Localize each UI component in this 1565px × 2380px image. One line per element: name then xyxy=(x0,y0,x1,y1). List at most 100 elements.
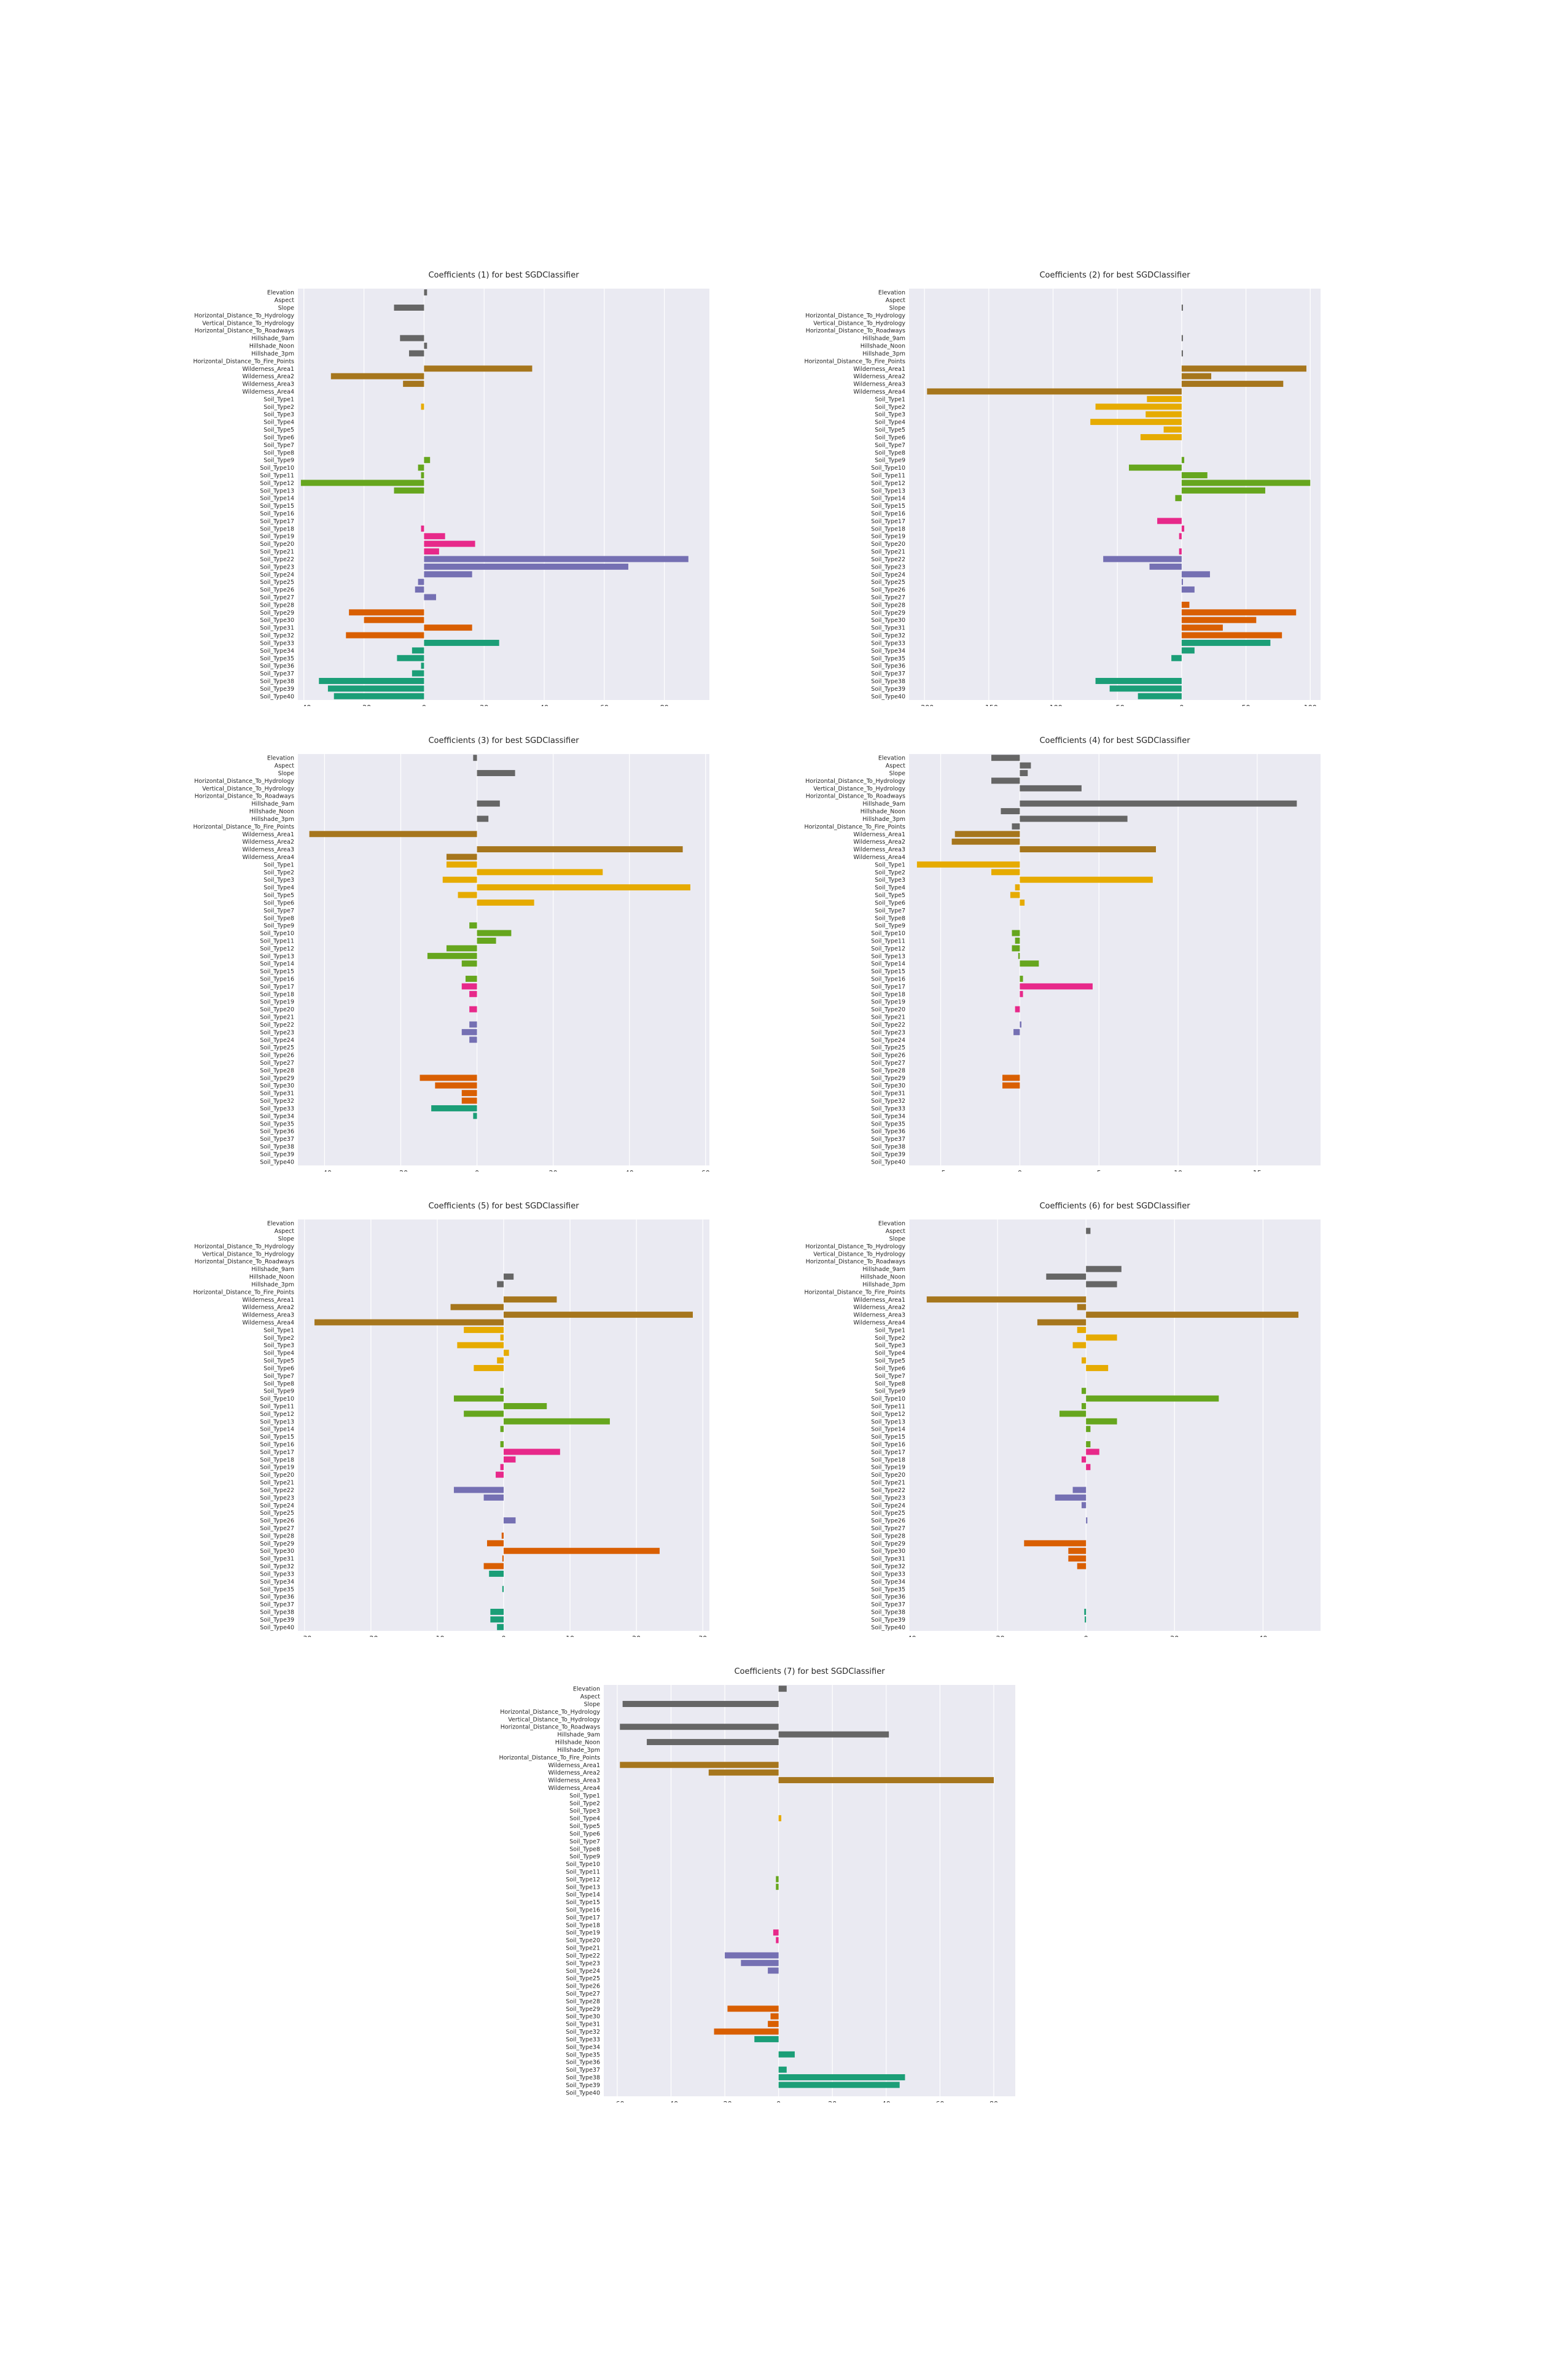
x-tick-label: 0 xyxy=(1018,1169,1022,1172)
y-tick-label: Soil_Type5 xyxy=(263,427,294,434)
x-tick-label: 40 xyxy=(625,1169,634,1172)
bar xyxy=(1157,518,1182,524)
y-tick-label: Soil_Type32 xyxy=(260,632,294,639)
bar xyxy=(309,831,477,838)
bar xyxy=(926,1296,1087,1303)
bar xyxy=(1179,533,1182,540)
y-tick-label: Soil_Type16 xyxy=(260,511,294,518)
y-tick-label: Soil_Type32 xyxy=(871,1563,905,1570)
bar xyxy=(504,1418,610,1425)
bar xyxy=(497,1357,504,1364)
y-tick-label: Soil_Type22 xyxy=(260,556,294,563)
y-tick-label: Aspect xyxy=(886,1228,906,1235)
bar xyxy=(446,945,477,952)
bar xyxy=(1181,373,1212,379)
y-tick-label: Soil_Type3 xyxy=(263,877,294,884)
bar xyxy=(1001,808,1020,815)
bar xyxy=(1020,770,1028,776)
bar xyxy=(477,846,683,853)
y-tick-label: Wilderness_Area4 xyxy=(854,389,906,395)
y-tick-label: Soil_Type37 xyxy=(260,1601,294,1608)
bar xyxy=(473,755,477,761)
y-tick-label: Soil_Type7 xyxy=(263,908,294,914)
y-tick-label: Soil_Type36 xyxy=(871,1594,905,1601)
bar xyxy=(420,1075,477,1081)
y-tick-label: Hillshade_3pm xyxy=(251,816,294,823)
chart-panel-3: Coefficients (3) for best SGDClassifier −… xyxy=(169,729,722,1177)
y-tick-label: Soil_Type18 xyxy=(260,526,294,532)
bar xyxy=(1081,1502,1087,1509)
y-tick-label: Vertical_Distance_To_Hydrology xyxy=(813,1251,905,1258)
y-tick-label: Soil_Type24 xyxy=(871,572,905,578)
y-tick-label: Soil_Type29 xyxy=(871,1075,905,1082)
y-tick-label: Soil_Type34 xyxy=(871,648,905,655)
y-tick-label: Soil_Type34 xyxy=(871,1579,905,1585)
y-tick-label: Horizontal_Distance_To_Hydrology xyxy=(194,778,294,785)
y-tick-label: Soil_Type13 xyxy=(871,953,905,960)
y-tick-label: Soil_Type21 xyxy=(871,1014,905,1021)
y-tick-label: Soil_Type40 xyxy=(871,1624,905,1631)
y-tick-label: Wilderness_Area3 xyxy=(243,1312,295,1319)
y-tick-label: Soil_Type29 xyxy=(871,1541,905,1547)
bar xyxy=(1010,892,1020,898)
bar xyxy=(504,1312,693,1318)
y-tick-label: Hillshade_9am xyxy=(251,801,294,807)
y-tick-label: Soil_Type1 xyxy=(875,861,905,868)
bar xyxy=(1181,350,1183,357)
bar xyxy=(496,1471,504,1478)
bar xyxy=(319,678,424,684)
y-tick-label: Wilderness_Area4 xyxy=(243,389,295,395)
y-tick-label: Soil_Type1 xyxy=(875,396,905,403)
y-tick-label: Hillshade_9am xyxy=(557,1732,600,1738)
bar xyxy=(991,869,1020,876)
y-tick-label: Aspect xyxy=(886,297,906,304)
bar xyxy=(504,1547,660,1554)
y-tick-label: Soil_Type10 xyxy=(260,1396,294,1402)
y-tick-label: Wilderness_Area1 xyxy=(548,1762,601,1769)
bar xyxy=(1015,1006,1020,1013)
y-tick-label: Soil_Type40 xyxy=(260,1159,294,1165)
y-tick-label: Soil_Type22 xyxy=(260,1487,294,1494)
y-tick-label: Soil_Type35 xyxy=(260,1586,294,1593)
plot-background xyxy=(909,289,1321,700)
y-tick-label: Soil_Type10 xyxy=(260,930,294,937)
bar xyxy=(424,639,499,646)
y-tick-label: Soil_Type11 xyxy=(566,1869,600,1875)
y-tick-label: Soil_Type34 xyxy=(871,1113,905,1120)
bar xyxy=(403,381,424,387)
y-tick-label: Soil_Type35 xyxy=(871,1586,905,1593)
y-tick-label: Soil_Type7 xyxy=(569,1838,600,1845)
y-tick-label: Horizontal_Distance_To_Fire_Points xyxy=(804,1289,905,1296)
bar xyxy=(424,624,472,631)
y-tick-label: Soil_Type20 xyxy=(260,541,294,548)
y-tick-label: Soil_Type24 xyxy=(260,1037,294,1044)
x-tick-label: −40 xyxy=(664,2100,678,2102)
coef-chart-2: Coefficients (2) for best SGDClassifier −… xyxy=(804,271,1321,712)
bar xyxy=(421,472,424,478)
bar xyxy=(1086,1281,1117,1288)
chart-panel-6: Coefficients (6) for best SGDClassifier −… xyxy=(780,1195,1333,1643)
bar xyxy=(714,2028,779,2035)
y-tick-label: Horizontal_Distance_To_Hydrology xyxy=(805,1243,905,1250)
y-tick-label: Soil_Type29 xyxy=(871,610,905,616)
y-tick-label: Soil_Type25 xyxy=(566,1975,600,1982)
bar xyxy=(1086,1266,1122,1272)
bar xyxy=(421,525,424,532)
y-tick-label: Horizontal_Distance_To_Hydrology xyxy=(194,313,294,319)
y-tick-label: Soil_Type30 xyxy=(566,2013,600,2020)
y-tick-label: Soil_Type29 xyxy=(260,610,294,616)
y-tick-label: Slope xyxy=(889,305,906,312)
bar xyxy=(1181,365,1306,372)
y-tick-label: Soil_Type2 xyxy=(263,1335,294,1342)
y-tick-label: Soil_Type19 xyxy=(260,534,294,540)
bar xyxy=(500,1441,504,1447)
y-tick-label: Slope xyxy=(889,771,906,777)
bar xyxy=(1081,1357,1087,1364)
bar xyxy=(424,343,427,349)
y-tick-label: Soil_Type16 xyxy=(260,976,294,983)
chart-panel-4: Coefficients (4) for best SGDClassifier −… xyxy=(780,729,1333,1177)
bar xyxy=(1181,632,1282,639)
bar xyxy=(778,1731,889,1738)
x-tick-label: 10 xyxy=(566,1635,574,1637)
y-tick-label: Soil_Type1 xyxy=(569,1792,600,1799)
